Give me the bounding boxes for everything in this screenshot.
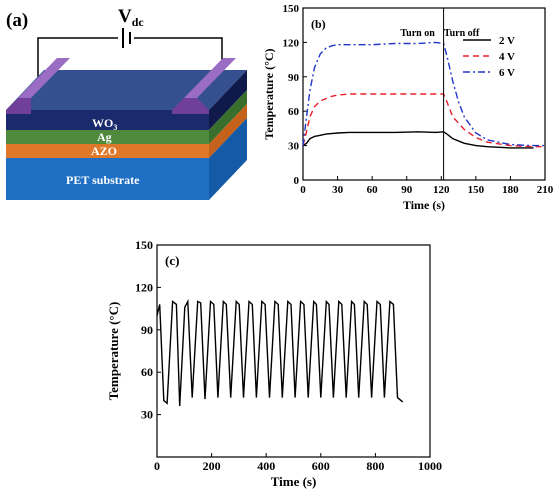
x-tick-label: 800 [366, 459, 384, 473]
device-schematic: (a) Vdc Ag Ag WO3 Ag AZO PET substrate [6, 6, 247, 200]
layer-wo3-top-strip [31, 110, 172, 114]
device-side-wo3 [209, 70, 247, 130]
x-tick-label: 200 [203, 459, 221, 473]
y-tick-label: 30 [141, 408, 153, 422]
plot-frame [302, 7, 546, 181]
layer-ag [6, 130, 209, 144]
series-line-1 [156, 298, 404, 407]
y-tick-label: 150 [135, 238, 153, 252]
panel-a-label: (a) [6, 10, 28, 31]
chart-b: 0 30 60 90 120 150 180 210 0 30 60 90 120 150 Time (s)… [262, 3, 554, 212]
y-tick-label: 120 [135, 280, 153, 294]
x-tick-label: 0 [300, 184, 306, 196]
chart-c: 0 200 400 600 800 1000 30 60 90 120 150 Time (s) Tem… [106, 238, 442, 489]
electrode-left-front [6, 98, 31, 114]
layer-wo3-label: WO3 [92, 116, 117, 132]
y-axis-label: Temperature (°C) [262, 48, 276, 139]
x-axis-label: Time (s) [271, 474, 317, 489]
x-tick-label: 30 [332, 184, 344, 196]
layer-pet [6, 158, 209, 200]
x-tick-label: 120 [433, 184, 450, 196]
device-side-azo [209, 104, 247, 158]
plot-frame [156, 244, 431, 458]
layer-ag-label: Ag [97, 130, 112, 144]
x-tick-label: 210 [537, 184, 554, 196]
y-tick-label: 60 [288, 106, 300, 118]
panel-label: (c) [165, 253, 179, 268]
y-tick-label: 150 [283, 3, 300, 15]
y-tick-label: 30 [288, 141, 300, 153]
y-tick-label: 0 [294, 175, 300, 187]
voltage-label: Vdc [118, 6, 144, 29]
annotation-turn-off: Turn off [444, 28, 480, 39]
electrode-right-top [184, 58, 236, 98]
y-tick-label: 90 [141, 323, 153, 337]
legend-label-2: 4 V [499, 51, 515, 63]
x-tick-label: 600 [312, 459, 330, 473]
device-side-pet [209, 118, 247, 200]
device-side-ag [209, 90, 247, 144]
x-tick-label: 60 [367, 184, 379, 196]
legend-label-1: 2 V [499, 35, 515, 47]
x-tick-label: 90 [401, 184, 413, 196]
series-line-2 [302, 93, 545, 148]
x-tick-label: 1000 [418, 459, 442, 473]
x-tick-label: 180 [502, 184, 519, 196]
x-tick-label: 0 [154, 459, 160, 473]
x-tick-label: 150 [468, 184, 485, 196]
panel-label: (b) [311, 17, 326, 31]
annotation-turn-on: Turn on [400, 28, 435, 39]
y-tick-label: 120 [283, 37, 300, 49]
layer-azo [6, 144, 209, 158]
wire-left [37, 37, 118, 80]
layer-pet-label: PET substrate [66, 173, 140, 187]
layer-azo-label: AZO [91, 144, 117, 158]
y-axis-label: Temperature (°C) [106, 302, 121, 401]
x-tick-label: 400 [257, 459, 275, 473]
electrode-right-front [172, 98, 209, 114]
series-line-1 [302, 131, 534, 149]
x-axis-label: Time (s) [403, 198, 445, 212]
series-line-3 [302, 41, 545, 147]
y-tick-label: 60 [141, 365, 153, 379]
legend-label-3: 6 V [499, 67, 515, 79]
y-tick-label: 90 [288, 72, 300, 84]
electrode-left-top [18, 58, 70, 98]
layer-wo3 [6, 114, 209, 130]
